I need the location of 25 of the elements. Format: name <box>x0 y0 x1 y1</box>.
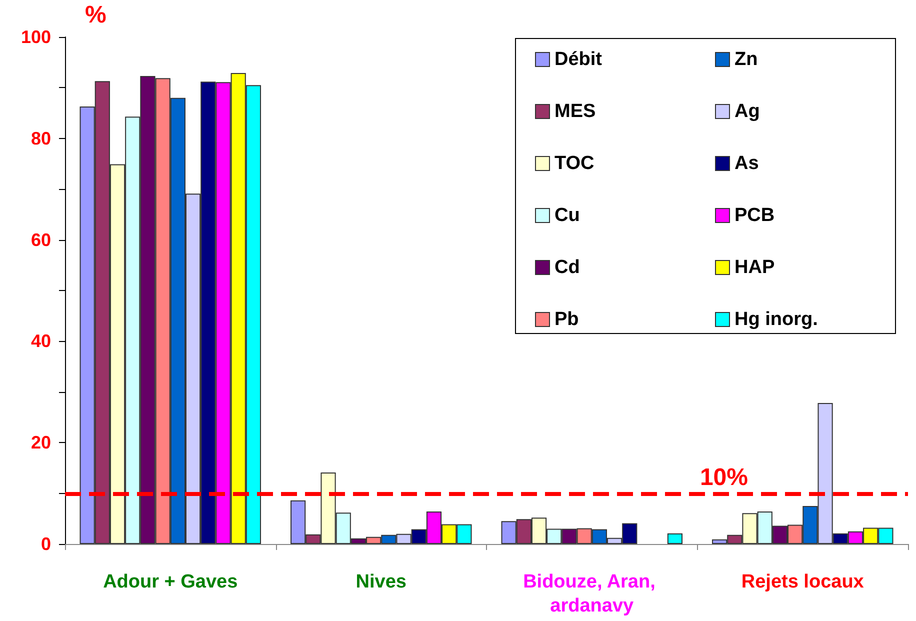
legend-label: Pb <box>554 309 579 330</box>
y-tick-label: 20 <box>30 432 51 453</box>
legend-label: Débit <box>554 49 603 70</box>
legend-label: MES <box>554 101 596 122</box>
legend-label: Hg inorg. <box>734 309 818 330</box>
bar <box>667 533 682 544</box>
legend-label: Ag <box>734 101 760 122</box>
legend-label: HAP <box>734 257 775 278</box>
y-tick-label: 0 <box>40 534 51 554</box>
legend-label: Cd <box>554 257 580 278</box>
y-tick-label: 60 <box>30 230 51 250</box>
legend-label: As <box>734 153 759 174</box>
y-tick-label: 40 <box>30 331 51 352</box>
x-tick-label: Rejets locaux <box>741 572 864 592</box>
legend-label: Cu <box>554 205 580 226</box>
ref-line-label: 10% <box>700 464 748 491</box>
legend-label: PCB <box>734 205 775 226</box>
y-tick-label: 100 <box>20 27 51 47</box>
y-axis-title: % <box>85 2 106 28</box>
y-tick-label: 80 <box>30 128 51 148</box>
legend-label: Zn <box>734 49 758 70</box>
x-tick-label: Adour + Gaves <box>103 572 238 592</box>
x-tick-label: Bidouze, Aran, ardanavy <box>523 572 661 616</box>
legend-label: TOC <box>554 153 595 174</box>
x-tick-label: Nives <box>356 572 406 592</box>
